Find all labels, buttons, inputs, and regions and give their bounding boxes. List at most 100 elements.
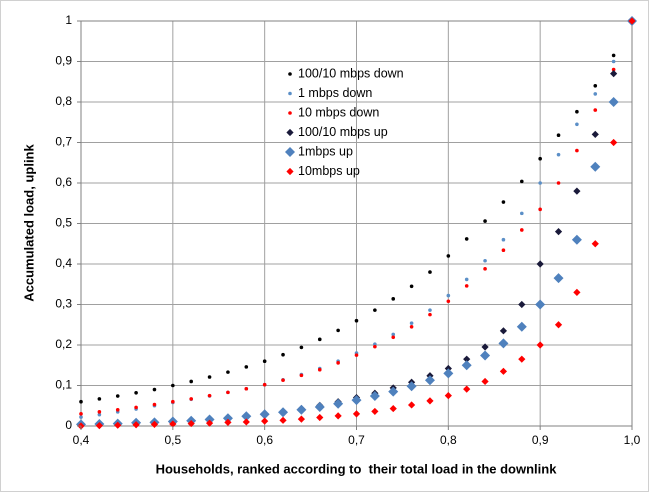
point	[556, 152, 561, 157]
point	[152, 402, 157, 407]
point	[463, 355, 471, 363]
point	[498, 338, 509, 349]
point	[409, 321, 414, 325]
point	[226, 390, 230, 395]
y-tick-label: 0,2	[55, 337, 72, 351]
point	[554, 321, 563, 329]
y-tick-label: 0,6	[55, 175, 72, 189]
point	[408, 401, 416, 409]
y-tick-label: 0	[65, 418, 72, 432]
point	[389, 404, 397, 413]
legend-label: 100/10 mbps up	[298, 125, 388, 139]
point	[575, 109, 579, 114]
legend-label: 1 mbps down	[298, 86, 372, 100]
point	[538, 181, 542, 185]
point	[610, 138, 618, 147]
x-tick-label: 1,0	[624, 433, 641, 447]
point	[520, 211, 524, 216]
point	[571, 234, 582, 245]
point	[538, 156, 542, 161]
point	[536, 341, 544, 349]
point	[406, 381, 417, 392]
point	[446, 254, 451, 258]
point	[134, 405, 138, 410]
point	[444, 392, 452, 400]
x-tick-label: 0,4	[73, 433, 90, 447]
point	[97, 397, 102, 401]
point	[611, 53, 616, 58]
x-axis-title: Households, ranked according to their to…	[156, 461, 558, 476]
point	[79, 399, 83, 404]
point	[171, 383, 175, 388]
point	[464, 277, 469, 282]
legend-label: 10mbps up	[298, 164, 360, 178]
marks	[76, 16, 637, 430]
point	[297, 415, 305, 423]
point	[501, 237, 506, 242]
point	[261, 417, 269, 425]
point	[262, 382, 267, 387]
point	[317, 337, 322, 342]
point	[424, 375, 435, 386]
x-tick-label: 0,9	[532, 433, 549, 447]
point	[499, 367, 508, 375]
point	[611, 67, 616, 72]
point	[556, 133, 561, 138]
point	[299, 373, 304, 378]
point	[391, 335, 396, 340]
point	[317, 367, 322, 372]
point	[573, 187, 581, 195]
x-tick-label: 0,6	[256, 433, 273, 447]
point	[189, 397, 193, 401]
point	[134, 390, 138, 395]
point	[499, 327, 508, 335]
legend-label: 100/10 mbps down	[298, 66, 404, 80]
point	[150, 420, 159, 428]
point	[591, 130, 599, 138]
point	[152, 387, 157, 392]
point	[95, 421, 103, 430]
point	[461, 360, 472, 371]
point	[299, 345, 304, 350]
point	[409, 284, 414, 289]
point	[279, 416, 287, 424]
legend-label: 1mbps up	[298, 144, 353, 158]
point	[351, 395, 362, 406]
point	[628, 17, 636, 25]
point	[115, 394, 120, 398]
point	[538, 207, 542, 212]
point	[446, 299, 451, 304]
legend-marker	[288, 91, 292, 96]
point	[501, 248, 506, 253]
point	[426, 397, 434, 405]
point	[481, 377, 489, 386]
point	[536, 260, 544, 268]
x-tick-label: 0,5	[164, 433, 181, 447]
point	[554, 228, 563, 236]
point	[409, 324, 414, 329]
point	[97, 410, 102, 414]
legend-marker	[285, 147, 295, 157]
point	[481, 343, 489, 351]
point	[79, 415, 83, 419]
point	[115, 408, 120, 412]
point	[391, 332, 396, 337]
point	[171, 399, 175, 404]
point	[483, 267, 487, 271]
point	[608, 97, 619, 107]
point	[520, 228, 524, 232]
legend-marker	[286, 128, 294, 137]
point	[518, 300, 526, 309]
point	[334, 412, 342, 420]
point	[428, 312, 432, 317]
point	[391, 297, 396, 301]
point	[187, 419, 195, 428]
legend-marker	[288, 111, 292, 115]
point	[314, 401, 325, 412]
point	[483, 219, 487, 223]
point	[244, 365, 249, 369]
point	[132, 421, 140, 429]
point	[443, 368, 454, 379]
y-tick-label: 0,5	[55, 216, 72, 230]
